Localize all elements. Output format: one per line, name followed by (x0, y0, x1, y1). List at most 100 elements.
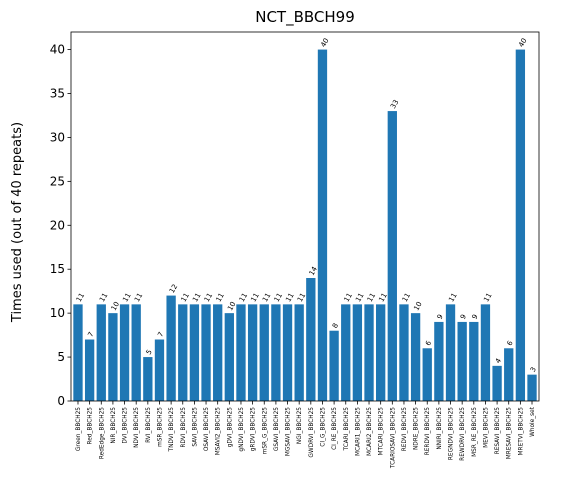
x-tick-label: NGI_BBCH25 (297, 407, 303, 444)
y-tick-label: 10 (50, 306, 65, 320)
bar (352, 304, 363, 401)
data-label: 11 (203, 292, 214, 304)
bar (434, 321, 444, 401)
bar (399, 304, 409, 401)
x-tick-label: OSAVI_BBCH25 (204, 407, 210, 451)
x-tick-label: Whole_set (530, 406, 536, 437)
plot-area-frame (70, 31, 540, 402)
bar (119, 304, 130, 401)
bar (387, 111, 397, 401)
data-label: 11 (261, 292, 272, 304)
bar (480, 304, 491, 401)
bar (341, 304, 351, 401)
bar (271, 304, 281, 401)
data-label: 6 (506, 339, 515, 347)
data-label: 10 (412, 300, 423, 312)
x-tick-label: mSR_G_BBCH25 (262, 407, 268, 455)
data-label: 7 (86, 331, 95, 339)
bar (143, 357, 153, 401)
data-label: 4 (494, 357, 503, 365)
x-tick-label: TCARIOSAVI_BBCH25 (390, 407, 396, 469)
data-label: 11 (180, 292, 191, 304)
x-tick-label: MRESAVI_BBCH25 (507, 407, 513, 460)
x-tick-label: Red_BBCH25 (88, 407, 94, 445)
data-label: 6 (424, 339, 433, 347)
bar (504, 348, 514, 401)
bar (527, 374, 537, 401)
data-label: 11 (98, 292, 109, 304)
x-tick-label: MRETVI_BBCH25 (518, 407, 524, 456)
x-tick-label: TCARI_BBCH25 (344, 407, 350, 452)
data-label: 11 (482, 292, 493, 304)
data-label: 8 (331, 322, 340, 330)
data-label: 3 (529, 366, 538, 374)
bar (317, 49, 328, 401)
data-label: 11 (284, 292, 295, 304)
bar (457, 321, 467, 401)
data-label: 9 (436, 313, 445, 321)
bar (131, 304, 141, 401)
bar (166, 295, 176, 401)
data-label: 11 (447, 292, 458, 304)
x-tick-label: RedEdge_BBCH25 (99, 407, 105, 459)
x-tick-label: NDRE_BBCH25 (414, 407, 420, 450)
data-label: 11 (366, 292, 377, 304)
bar (364, 304, 374, 401)
y-axis-label: Times used (out of 40 repeats) (10, 122, 25, 323)
bar (422, 348, 432, 401)
data-label: 11 (343, 292, 354, 304)
data-label: 11 (273, 292, 284, 304)
x-tick-label: GWDRVI_BBCH25 (309, 407, 315, 458)
y-tick-label: 25 (50, 174, 65, 188)
bar (178, 304, 188, 401)
x-tick-label: NNIRI_BBCH25 (437, 407, 443, 450)
data-label: 11 (133, 292, 144, 304)
x-tick-label: REGNDVI_BBCH25 (449, 407, 455, 460)
data-label: 11 (191, 292, 202, 304)
bar (410, 313, 421, 401)
bar (282, 304, 293, 401)
x-tick-label: RESAVI_BBCH25 (495, 407, 501, 455)
bar (224, 313, 234, 401)
bar (213, 304, 223, 401)
x-tick-label: gRDVI_BBCH25 (251, 407, 257, 452)
x-tick-label: REDVI_BBCH25 (402, 407, 408, 452)
data-label: 33 (389, 98, 400, 110)
bar (329, 330, 339, 401)
data-label: 11 (377, 292, 388, 304)
x-tick-label: MSAVI2_BBCH25 (216, 407, 222, 456)
chart-title: NCT_BBCH99 (255, 8, 355, 27)
bar (469, 321, 479, 401)
bar (259, 304, 269, 401)
y-tick-label: 20 (50, 218, 65, 232)
bar (84, 339, 95, 401)
y-tick-label: 5 (57, 350, 65, 364)
data-label: 11 (401, 292, 412, 304)
y-tick-label: 40 (50, 43, 65, 57)
y-tick-label: 0 (57, 394, 65, 408)
bar (201, 304, 211, 401)
y-tick-label: 15 (50, 262, 65, 276)
bar (445, 304, 456, 401)
data-label: 40 (517, 37, 528, 49)
x-tick-label: SAVI_BBCH25 (192, 407, 198, 447)
data-label: 9 (471, 313, 480, 321)
data-label: 11 (121, 292, 132, 304)
x-tick-label: MCARI1_BBCH25 (355, 407, 361, 456)
data-label: 5 (145, 348, 154, 356)
data-label: 11 (249, 292, 260, 304)
data-label: 11 (214, 292, 225, 304)
x-tick-label: MGSAVI_BBCH25 (286, 407, 292, 456)
bar (73, 304, 83, 401)
x-tick-label: MSR_RE_BBCH25 (472, 407, 478, 457)
bar (154, 339, 165, 401)
bar (236, 304, 246, 401)
bar (492, 365, 502, 401)
x-tick-label: Green_BBCH25 (76, 407, 82, 451)
x-tick-label: REWDRVI_BBCH25 (460, 407, 466, 461)
bar (96, 304, 106, 401)
